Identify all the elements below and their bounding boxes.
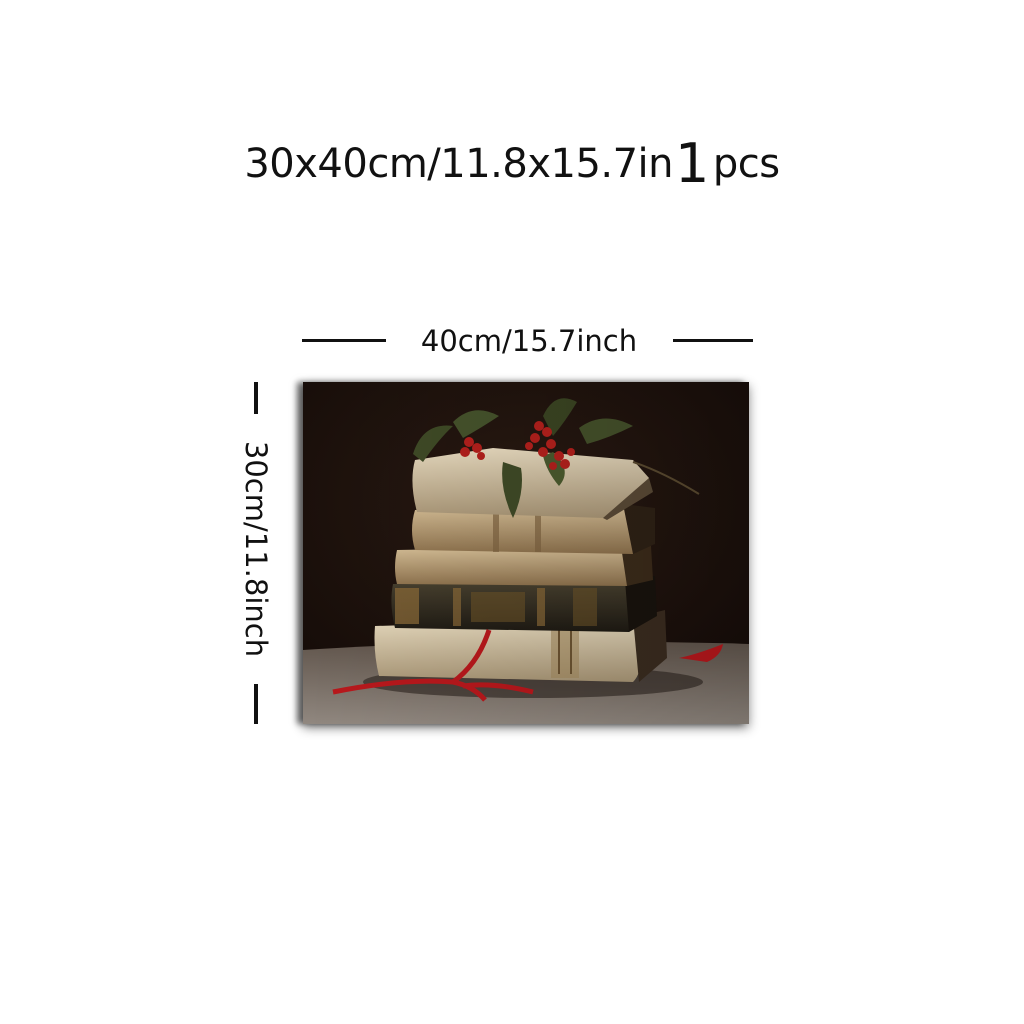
size-text: 30x40cm/11.8x15.7in	[244, 141, 674, 187]
quantity-number: 1	[675, 132, 709, 195]
height-label: 30cm/11.8inch	[239, 440, 273, 658]
width-label: 40cm/15.7inch	[420, 324, 638, 358]
size-title: 30x40cm/11.8x15.7in1 pcs	[0, 137, 1024, 191]
width-line-right	[673, 339, 753, 342]
book-stack-painting	[303, 382, 749, 724]
height-line-top	[254, 382, 258, 414]
canvas-artwork	[303, 382, 749, 724]
width-line-left	[302, 339, 386, 342]
height-line-bottom	[254, 684, 258, 724]
quantity-unit: pcs	[712, 141, 780, 187]
